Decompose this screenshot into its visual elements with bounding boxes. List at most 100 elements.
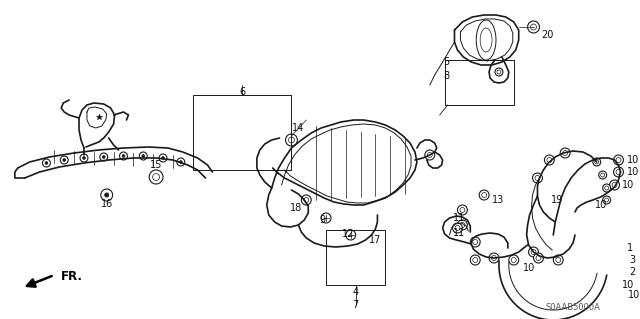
Circle shape	[479, 190, 489, 200]
Circle shape	[603, 184, 611, 192]
Text: 19: 19	[551, 195, 563, 205]
Text: 6: 6	[239, 87, 245, 97]
Circle shape	[509, 255, 518, 265]
Text: 1: 1	[627, 243, 634, 253]
Circle shape	[458, 220, 467, 230]
Text: S0AAB5000A: S0AAB5000A	[546, 303, 600, 313]
Text: 20: 20	[541, 30, 554, 40]
Circle shape	[535, 175, 540, 181]
Bar	[326, 230, 385, 285]
Text: 10: 10	[595, 200, 607, 210]
Circle shape	[100, 153, 108, 161]
Text: 10: 10	[627, 155, 639, 165]
Circle shape	[100, 189, 113, 201]
Circle shape	[531, 24, 536, 30]
Circle shape	[605, 186, 609, 190]
Circle shape	[554, 255, 563, 265]
Circle shape	[153, 174, 159, 181]
Circle shape	[346, 230, 356, 240]
Circle shape	[289, 137, 294, 143]
Circle shape	[60, 156, 68, 164]
Circle shape	[102, 156, 105, 159]
Text: FR.: FR.	[61, 271, 83, 284]
Text: 9: 9	[319, 215, 325, 225]
Circle shape	[527, 21, 540, 33]
Text: 15: 15	[150, 160, 163, 170]
Circle shape	[470, 237, 480, 247]
Circle shape	[177, 158, 185, 166]
Text: 10: 10	[627, 167, 639, 177]
Text: 10: 10	[622, 180, 634, 190]
Circle shape	[529, 247, 538, 257]
Circle shape	[455, 226, 460, 231]
Circle shape	[473, 257, 477, 263]
Circle shape	[495, 68, 503, 76]
Circle shape	[285, 134, 298, 146]
Circle shape	[560, 148, 570, 158]
Circle shape	[470, 255, 480, 265]
Circle shape	[605, 198, 609, 202]
Circle shape	[593, 158, 601, 166]
Circle shape	[179, 160, 182, 163]
Circle shape	[142, 155, 145, 157]
Circle shape	[428, 152, 432, 158]
Circle shape	[458, 205, 467, 215]
Text: 5: 5	[444, 57, 450, 67]
Circle shape	[63, 159, 66, 161]
Text: 17: 17	[369, 235, 381, 245]
Circle shape	[122, 155, 125, 157]
Circle shape	[80, 154, 88, 162]
Circle shape	[140, 152, 147, 160]
Circle shape	[159, 154, 167, 162]
Circle shape	[616, 158, 621, 162]
Circle shape	[511, 257, 516, 263]
Text: 10: 10	[628, 290, 640, 300]
Circle shape	[603, 196, 611, 204]
Circle shape	[614, 167, 623, 177]
Text: 8: 8	[444, 71, 450, 81]
Circle shape	[42, 159, 51, 167]
Circle shape	[531, 249, 536, 255]
Circle shape	[162, 157, 164, 160]
Circle shape	[452, 223, 462, 233]
Circle shape	[612, 182, 617, 188]
Text: 14: 14	[292, 123, 305, 133]
Circle shape	[563, 151, 568, 155]
Circle shape	[120, 152, 127, 160]
Circle shape	[610, 180, 620, 190]
Text: 4: 4	[353, 287, 359, 297]
Text: 10: 10	[622, 280, 634, 290]
Text: 16: 16	[100, 199, 113, 209]
Circle shape	[45, 162, 48, 164]
Circle shape	[492, 256, 497, 261]
Text: 11: 11	[453, 228, 465, 238]
Circle shape	[149, 170, 163, 184]
Circle shape	[304, 197, 308, 203]
Text: 7: 7	[353, 300, 359, 310]
Circle shape	[489, 253, 499, 263]
Circle shape	[545, 155, 554, 165]
Circle shape	[497, 70, 501, 74]
Circle shape	[601, 173, 605, 177]
Circle shape	[301, 195, 311, 205]
Text: 10: 10	[522, 263, 534, 273]
Bar	[445, 60, 514, 105]
Circle shape	[473, 240, 477, 244]
Text: 3: 3	[629, 255, 636, 265]
Bar	[193, 95, 291, 170]
Circle shape	[595, 160, 599, 164]
Text: 13: 13	[492, 195, 504, 205]
Circle shape	[534, 253, 543, 263]
Circle shape	[532, 173, 543, 183]
Circle shape	[460, 207, 465, 212]
Circle shape	[321, 213, 331, 223]
Circle shape	[556, 257, 561, 263]
Text: 12: 12	[342, 229, 354, 239]
Circle shape	[599, 171, 607, 179]
Text: 11: 11	[453, 213, 465, 223]
Circle shape	[83, 157, 85, 160]
Circle shape	[547, 158, 552, 162]
Circle shape	[616, 169, 621, 174]
Text: 2: 2	[629, 267, 636, 277]
Circle shape	[425, 150, 435, 160]
